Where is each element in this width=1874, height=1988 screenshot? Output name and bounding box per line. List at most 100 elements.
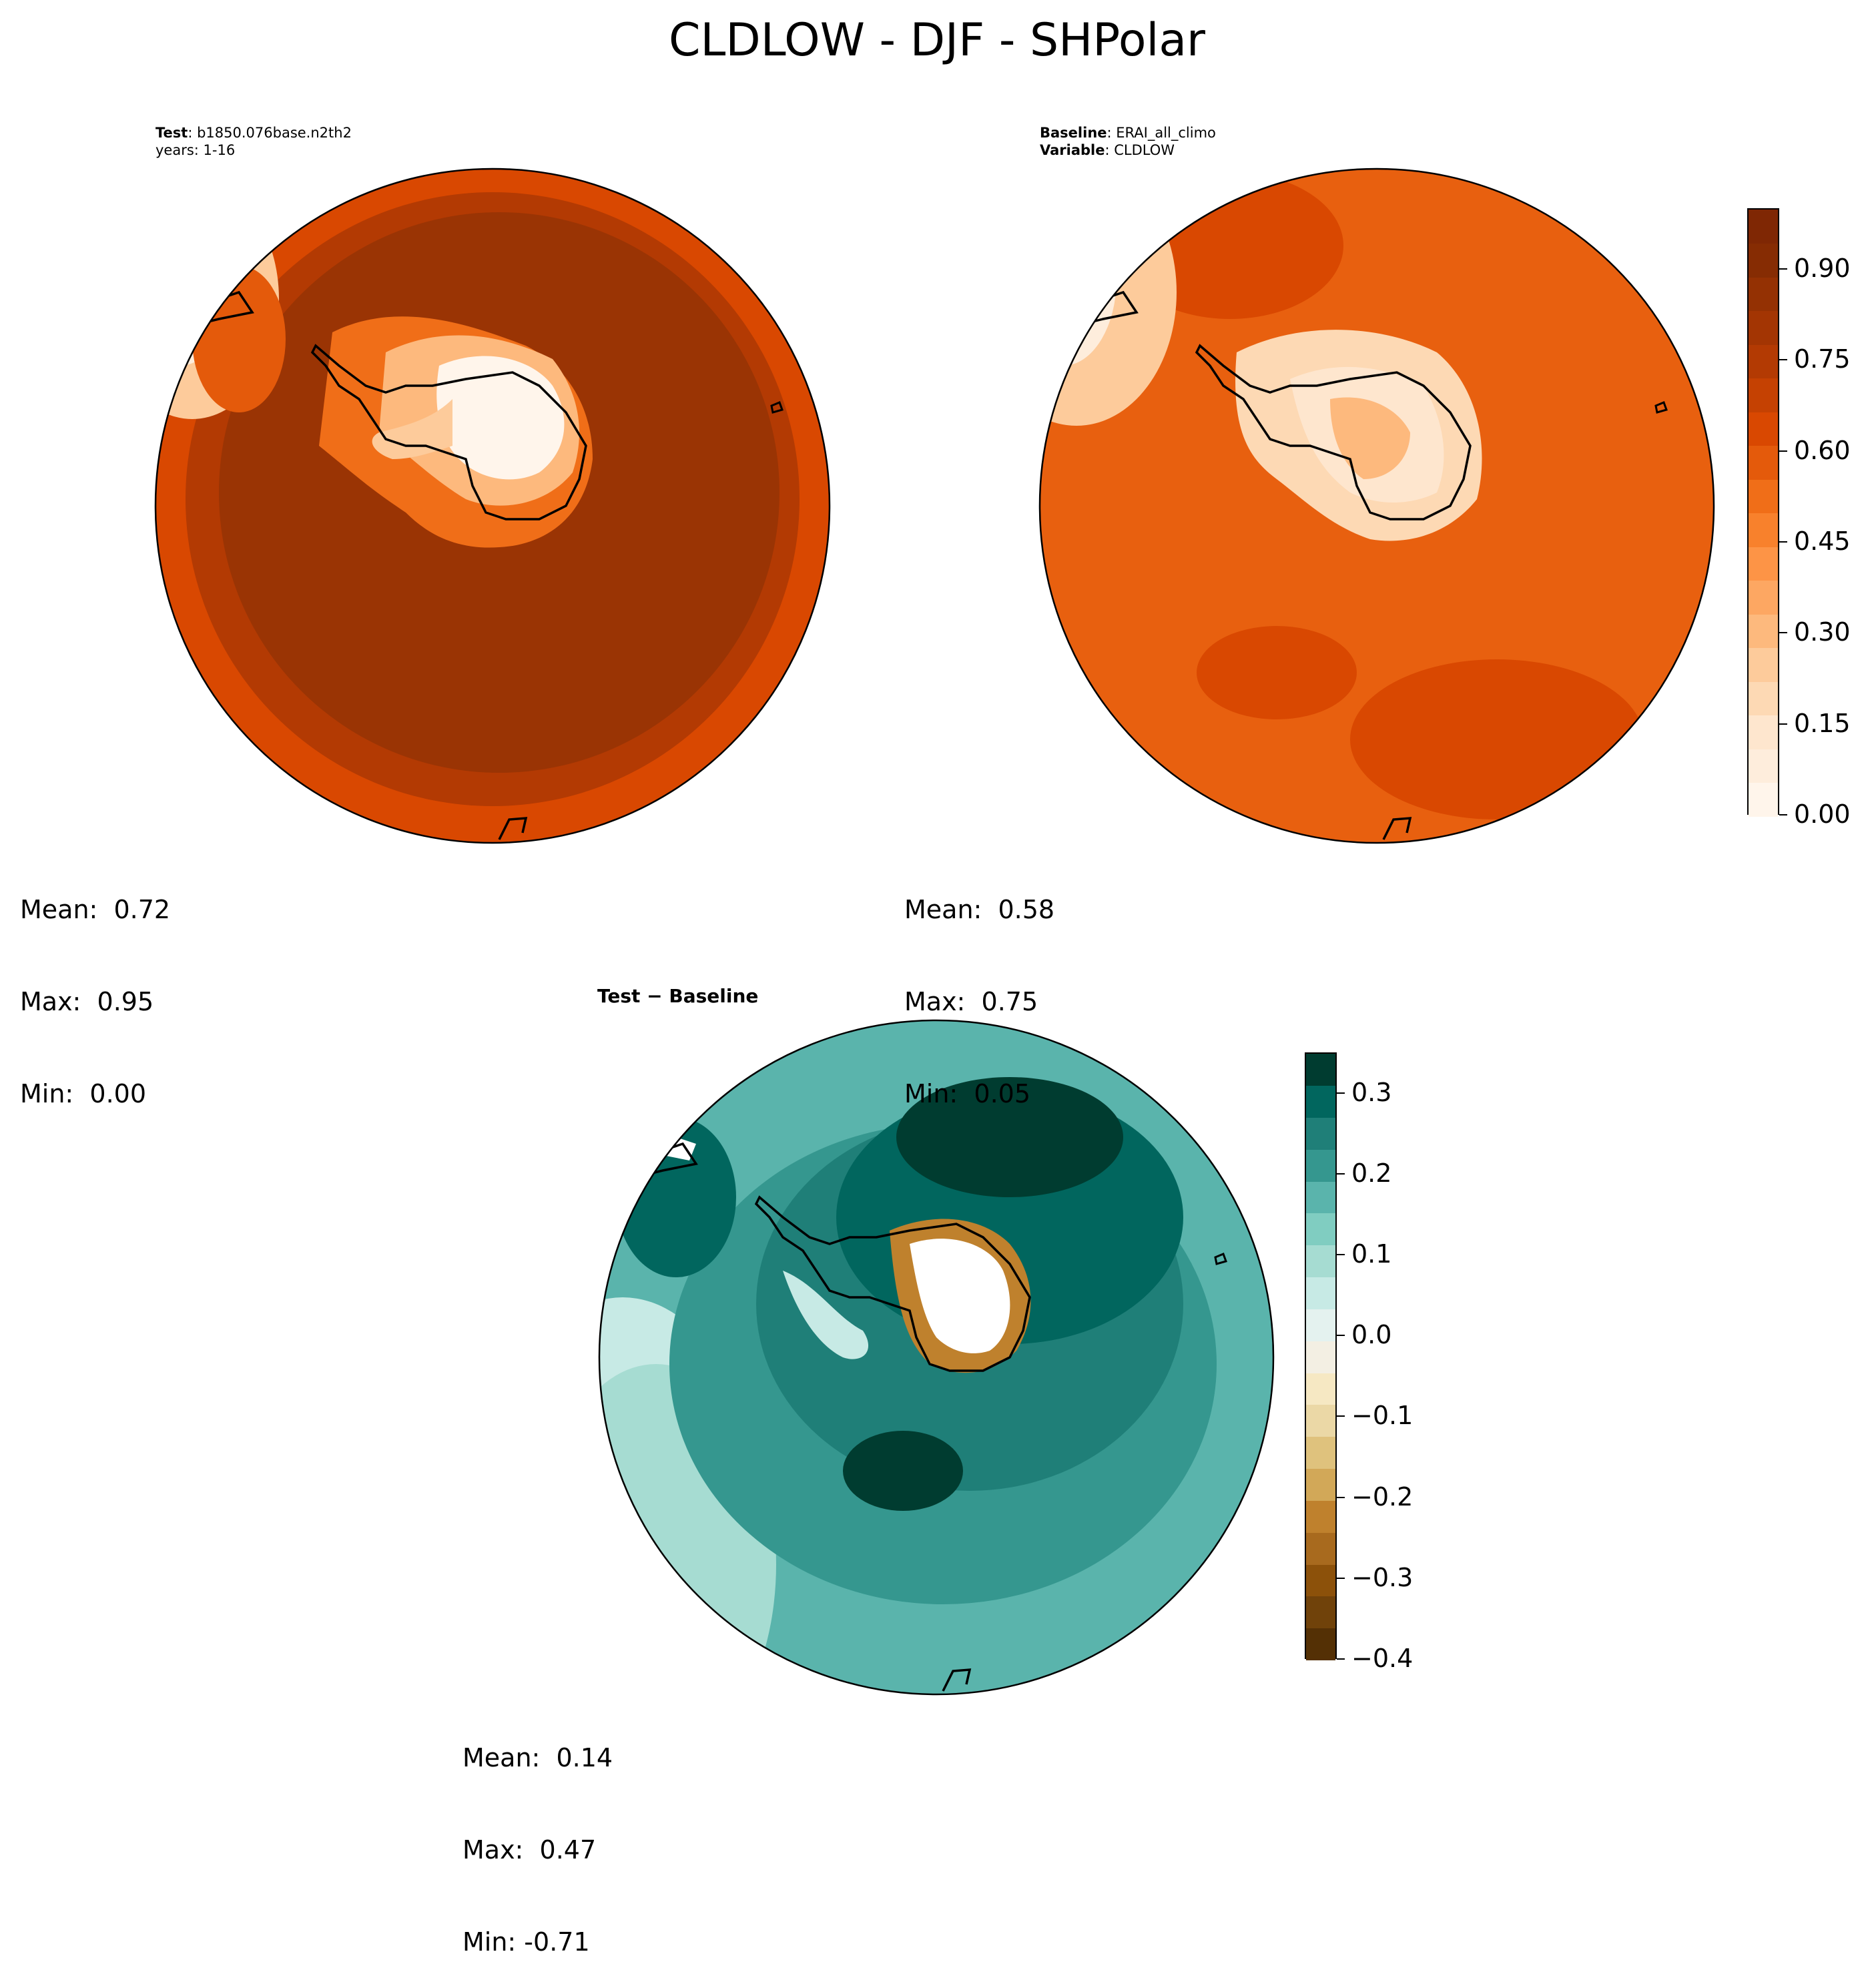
diff-colorbar-tick-mark <box>1337 1496 1345 1498</box>
variable-label-value: CLDLOW <box>1114 142 1175 158</box>
baseline-variable-label: Variable: CLDLOW <box>1040 142 1175 158</box>
test-label-value: b1850.076base.n2th2 <box>197 125 352 141</box>
diff-colorbar-tick-mark <box>1337 1254 1345 1255</box>
diff-colorbar-tick-label: 0.3 <box>1351 1077 1392 1107</box>
main-colorbar-tick-mark <box>1779 632 1787 634</box>
main-colorbar-tick-label: 0.75 <box>1794 344 1851 374</box>
baseline-label-value: ERAI_all_climo <box>1116 125 1216 141</box>
diff-colorbar <box>1305 1052 1337 1661</box>
diff-colorbar-color-step <box>1306 1309 1335 1341</box>
test-panel-label: Test: b1850.076base.n2th2 <box>155 125 352 141</box>
diff-colorbar-color-step <box>1306 1054 1335 1086</box>
baseline-map-coastline <box>1195 344 1472 521</box>
main-colorbar-tick-mark <box>1779 359 1787 361</box>
diff-colorbar-tick-mark <box>1337 1577 1345 1579</box>
main-colorbar-ticks: 0.00 0.15 0.30 0.45 0.60 0.75 0.90 <box>1779 208 1859 827</box>
test-mean: Mean: 0.72 <box>20 895 171 924</box>
main-colorbar-color-step <box>1749 445 1778 480</box>
baseline-panel-label: Baseline: ERAI_all_climo <box>1040 125 1216 141</box>
baseline-min: Min: 0.05 <box>904 1079 1030 1108</box>
main-colorbar-tick-mark <box>1779 268 1787 270</box>
diff-colorbar-color-step <box>1306 1245 1335 1278</box>
baseline-map <box>1038 168 1715 844</box>
main-colorbar <box>1747 208 1779 817</box>
diff-stats: Mean: 0.14 Max: 0.47 Min: -0.71 <box>462 1681 613 1988</box>
diff-panel-label: Test − Baseline <box>597 985 759 1007</box>
diff-min: Min: -0.71 <box>462 1927 590 1957</box>
diff-colorbar-color-step <box>1306 1405 1335 1437</box>
main-colorbar-tick-mark <box>1779 450 1787 452</box>
main-colorbar-color-step <box>1749 344 1778 378</box>
diff-colorbar-color-step <box>1306 1532 1335 1565</box>
diff-max: Max: 0.47 <box>462 1835 597 1865</box>
main-colorbar-tick-label: 0.90 <box>1794 253 1851 283</box>
diff-colorbar-color-step <box>1306 1468 1335 1501</box>
diff-map <box>598 1019 1275 1696</box>
diff-colorbar-color-step <box>1306 1341 1335 1373</box>
diff-colorbar-color-step <box>1306 1117 1335 1150</box>
main-colorbar-color-step <box>1749 647 1778 682</box>
main-colorbar-color-step <box>1749 580 1778 615</box>
baseline-stats: Mean: 0.58 Max: 0.75 Min: 0.05 <box>904 833 1054 1140</box>
main-colorbar-tick-label: 0.45 <box>1794 526 1851 556</box>
diff-colorbar-tick-label: −0.2 <box>1351 1481 1414 1512</box>
diff-colorbar-color-step <box>1306 1085 1335 1118</box>
baseline-label-key: Baseline <box>1040 125 1107 141</box>
diff-colorbar-ticks: 0.3 0.2 0.1 0.0 −0.1 −0.2 −0.3 −0.4 <box>1337 1052 1417 1671</box>
diff-colorbar-color-step <box>1306 1213 1335 1246</box>
diff-colorbar-tick-mark <box>1337 1415 1345 1417</box>
diff-colorbar-tick-label: 0.1 <box>1351 1239 1392 1269</box>
main-colorbar-color-step <box>1749 210 1778 244</box>
diff-colorbar-color-step <box>1306 1149 1335 1182</box>
main-colorbar-color-step <box>1749 479 1778 513</box>
main-colorbar-color-step <box>1749 412 1778 446</box>
test-years: years: 1-16 <box>155 142 236 158</box>
diff-colorbar-color-step <box>1306 1437 1335 1469</box>
diff-colorbar-color-step <box>1306 1596 1335 1629</box>
main-colorbar-tick-mark <box>1779 814 1787 815</box>
main-colorbar-tick-label: 0.00 <box>1794 799 1851 829</box>
diff-mean: Mean: 0.14 <box>462 1743 613 1772</box>
diff-colorbar-tick-label: 0.0 <box>1351 1320 1392 1350</box>
diff-colorbar-tick-mark <box>1337 1092 1345 1094</box>
main-colorbar-color-step <box>1749 614 1778 648</box>
main-colorbar-tick-label: 0.15 <box>1794 708 1851 738</box>
main-colorbar-color-step <box>1749 243 1778 278</box>
main-colorbar-tick-label: 0.60 <box>1794 435 1851 465</box>
main-colorbar-color-step <box>1749 782 1778 817</box>
diff-colorbar-color-step <box>1306 1277 1335 1309</box>
test-map-antarctica-interior <box>436 356 565 480</box>
diff-colorbar-tick-label: −0.3 <box>1351 1562 1414 1592</box>
diff-colorbar-color-step <box>1306 1628 1335 1661</box>
main-colorbar-color-step <box>1749 547 1778 581</box>
diff-colorbar-color-step <box>1306 1373 1335 1405</box>
diff-colorbar-tick-label: −0.1 <box>1351 1401 1414 1431</box>
baseline-mean: Mean: 0.58 <box>904 895 1055 924</box>
main-colorbar-color-step <box>1749 310 1778 345</box>
diff-colorbar-tick-mark <box>1337 1173 1345 1175</box>
main-colorbar-color-step <box>1749 681 1778 715</box>
baseline-max: Max: 0.75 <box>904 987 1038 1016</box>
main-colorbar-tick-label: 0.30 <box>1794 617 1851 647</box>
main-colorbar-color-step <box>1749 378 1778 412</box>
diff-colorbar-color-step <box>1306 1564 1335 1597</box>
diff-map-coastline <box>754 1195 1031 1372</box>
diff-colorbar-tick-mark <box>1337 1335 1345 1337</box>
main-colorbar-color-step <box>1749 513 1778 547</box>
test-stats: Mean: 0.72 Max: 0.95 Min: 0.00 <box>20 833 170 1140</box>
diff-colorbar-tick-label: −0.4 <box>1351 1644 1414 1673</box>
figure-title: CLDLOW - DJF - SHPolar <box>668 14 1205 67</box>
diff-colorbar-tick-label: 0.2 <box>1351 1158 1392 1188</box>
variable-label-key: Variable <box>1040 142 1105 158</box>
test-max: Max: 0.95 <box>20 987 154 1016</box>
diff-colorbar-tick-mark <box>1337 1658 1345 1660</box>
main-colorbar-color-step <box>1749 715 1778 749</box>
test-map-coastline <box>310 344 587 521</box>
diff-colorbar-color-step <box>1306 1500 1335 1533</box>
main-colorbar-tick-mark <box>1779 723 1787 725</box>
test-map <box>154 168 831 844</box>
diff-colorbar-color-step <box>1306 1181 1335 1214</box>
test-label-key: Test <box>155 125 188 141</box>
main-colorbar-color-step <box>1749 749 1778 783</box>
test-min: Min: 0.00 <box>20 1079 146 1108</box>
